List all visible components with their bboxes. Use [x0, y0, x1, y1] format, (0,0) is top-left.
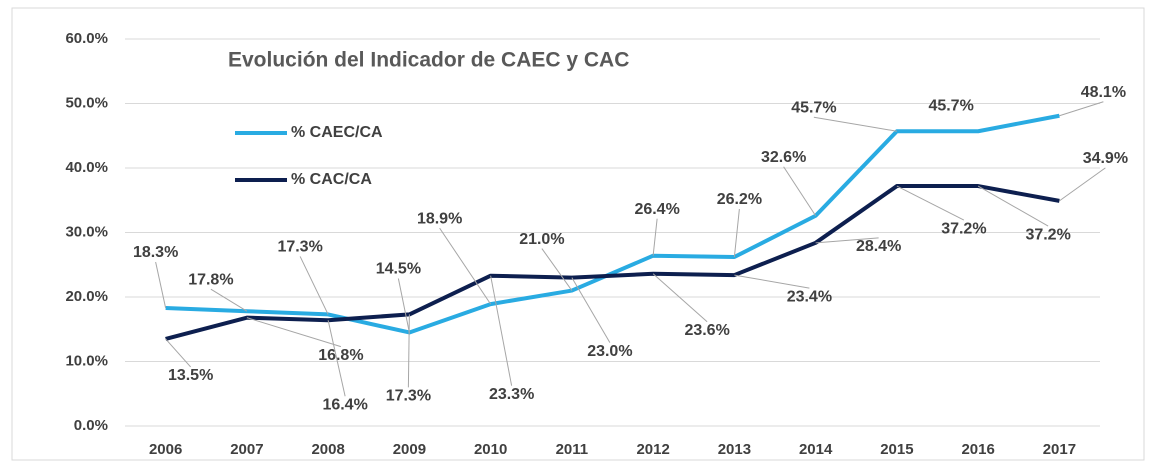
- data-label: 18.3%: [133, 244, 178, 261]
- data-label: 23.6%: [684, 322, 729, 339]
- leader-line: [155, 261, 167, 309]
- chart-border: [11, 7, 1145, 461]
- data-label: 45.7%: [928, 97, 973, 114]
- data-label: 37.2%: [941, 220, 986, 237]
- series-line: [165, 184, 1060, 341]
- x-tick-label: 2011: [556, 441, 589, 458]
- legend-label: % CAEC/CA: [291, 124, 383, 141]
- leader-line: [299, 256, 329, 315]
- x-tick-label: 2010: [474, 441, 507, 458]
- x-tick-label: 2014: [799, 441, 833, 458]
- leader-line: [896, 185, 965, 221]
- leader-line: [165, 338, 191, 368]
- data-label: 26.2%: [717, 191, 762, 208]
- data-label: 23.4%: [787, 288, 832, 305]
- leader-line: [1059, 167, 1106, 202]
- data-label: 23.0%: [587, 343, 632, 360]
- x-tick-label: 2016: [961, 441, 994, 458]
- y-tick-label: 20.0%: [65, 288, 108, 305]
- leader-line: [1059, 101, 1104, 117]
- leader-line: [815, 237, 879, 244]
- leader-line: [571, 277, 611, 343]
- data-label: 16.4%: [322, 396, 367, 413]
- leader-line: [813, 116, 897, 132]
- x-tick-label: 2006: [149, 441, 182, 458]
- x-tick-label: 2017: [1043, 441, 1076, 458]
- leader-line: [246, 317, 342, 348]
- data-label: 45.7%: [791, 99, 836, 116]
- data-label: 26.4%: [634, 201, 679, 218]
- y-tick-label: 40.0%: [65, 159, 108, 176]
- leader-line: [734, 274, 810, 289]
- data-label: 21.0%: [519, 231, 564, 248]
- x-tick-label: 2013: [718, 441, 751, 458]
- y-tick-label: 0.0%: [74, 417, 108, 434]
- data-label: 17.3%: [386, 388, 431, 405]
- data-label: 13.5%: [168, 367, 213, 384]
- data-label: 17.8%: [188, 271, 233, 288]
- x-tick-label: 2012: [636, 441, 669, 458]
- y-tick-label: 30.0%: [65, 223, 108, 240]
- leader-line: [652, 273, 708, 323]
- data-label: 16.8%: [318, 347, 363, 364]
- leader-line: [210, 288, 248, 312]
- legend-label: % CAC/CA: [291, 171, 372, 188]
- leader-line: [652, 218, 658, 256]
- leader-line: [490, 275, 513, 386]
- leader-line: [733, 208, 740, 258]
- x-tick-label: 2007: [230, 441, 263, 458]
- chart-title: Evolución del Indicador de CAEC y CAC: [228, 49, 629, 72]
- data-label: 28.4%: [856, 238, 901, 255]
- x-tick-label: 2008: [311, 441, 344, 458]
- leader-line: [439, 227, 492, 305]
- data-label: 37.2%: [1025, 226, 1070, 243]
- data-label: 48.1%: [1081, 84, 1126, 101]
- data-label: 32.6%: [761, 149, 806, 166]
- leader-line: [327, 320, 346, 397]
- leader-line: [977, 185, 1049, 227]
- leader-line: [407, 314, 410, 388]
- data-label: 17.3%: [277, 239, 322, 256]
- series-line: [165, 113, 1060, 335]
- x-tick-label: 2015: [880, 441, 913, 458]
- y-tick-label: 60.0%: [65, 30, 108, 47]
- leader-line: [397, 278, 410, 333]
- data-label: 34.9%: [1083, 150, 1128, 167]
- leader-line: [783, 166, 817, 217]
- y-tick-label: 10.0%: [65, 352, 108, 369]
- leader-line: [541, 248, 573, 291]
- x-tick-label: 2009: [393, 441, 426, 458]
- data-label: 18.9%: [417, 210, 462, 227]
- data-label: 23.3%: [489, 386, 534, 403]
- y-tick-label: 50.0%: [65, 94, 108, 111]
- data-label: 14.5%: [376, 261, 421, 278]
